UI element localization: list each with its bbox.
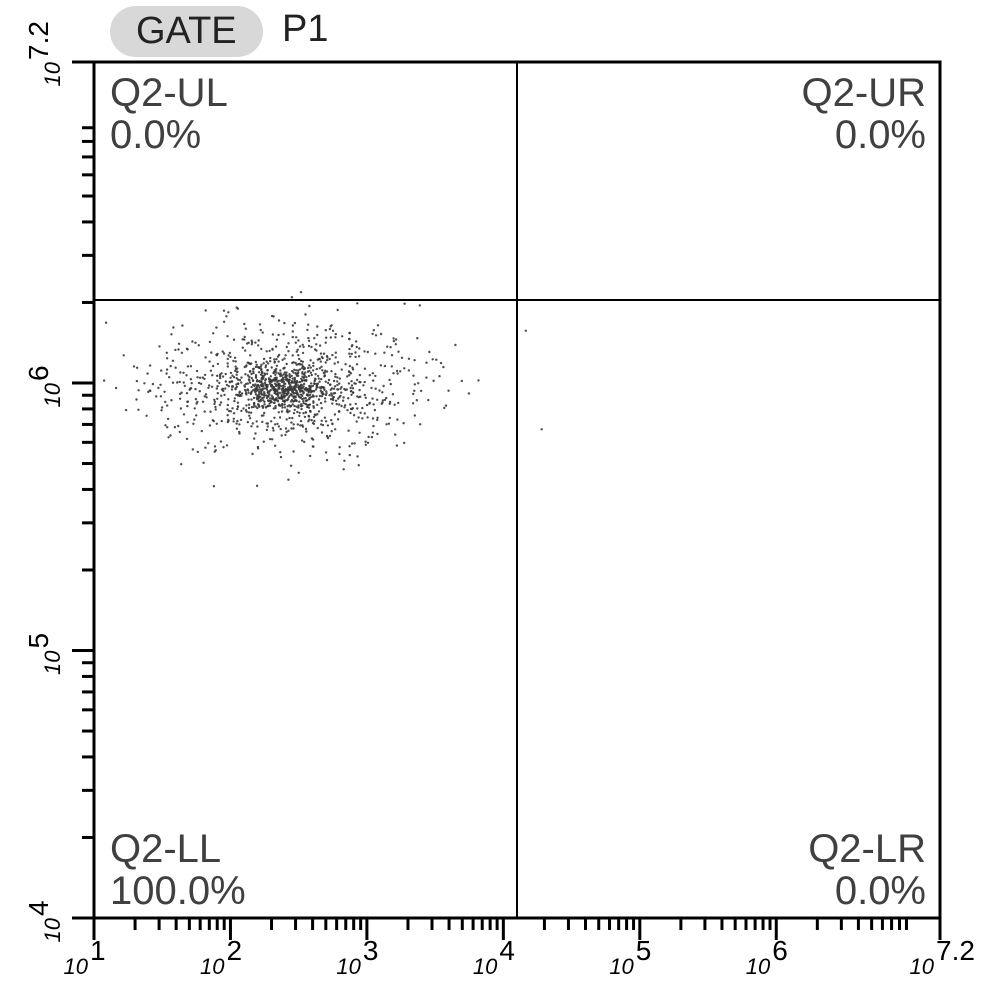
svg-text:10: 10 [746, 954, 771, 979]
svg-text:5: 5 [636, 935, 652, 966]
svg-text:4: 4 [499, 935, 515, 966]
svg-text:6: 6 [23, 365, 54, 381]
quadrant-label-ll: Q2-LL 100.0% [110, 828, 246, 912]
svg-text:10: 10 [609, 954, 634, 979]
svg-text:10: 10 [40, 650, 65, 675]
svg-text:2: 2 [226, 935, 242, 966]
svg-text:10: 10 [40, 61, 65, 86]
svg-text:4: 4 [23, 900, 54, 916]
svg-text:10: 10 [910, 954, 935, 979]
quadrant-label-ul: Q2-UL 0.0% [110, 72, 228, 156]
flow-cytometry-plot: GATE P1 101102103104105106107.2104105106… [0, 0, 982, 1000]
svg-text:3: 3 [363, 935, 379, 966]
svg-text:6: 6 [772, 935, 788, 966]
svg-text:10: 10 [40, 917, 65, 942]
svg-text:10: 10 [336, 954, 361, 979]
svg-text:1: 1 [90, 935, 106, 966]
svg-text:7.2: 7.2 [23, 21, 54, 60]
svg-text:7.2: 7.2 [936, 935, 975, 966]
quadrant-label-lr: Q2-LR 0.0% [808, 828, 926, 912]
svg-text:10: 10 [200, 954, 225, 979]
svg-text:5: 5 [23, 633, 54, 649]
quadrant-label-ur: Q2-UR 0.0% [802, 72, 926, 156]
svg-text:10: 10 [40, 382, 65, 407]
svg-text:10: 10 [473, 954, 498, 979]
svg-text:10: 10 [64, 954, 89, 979]
